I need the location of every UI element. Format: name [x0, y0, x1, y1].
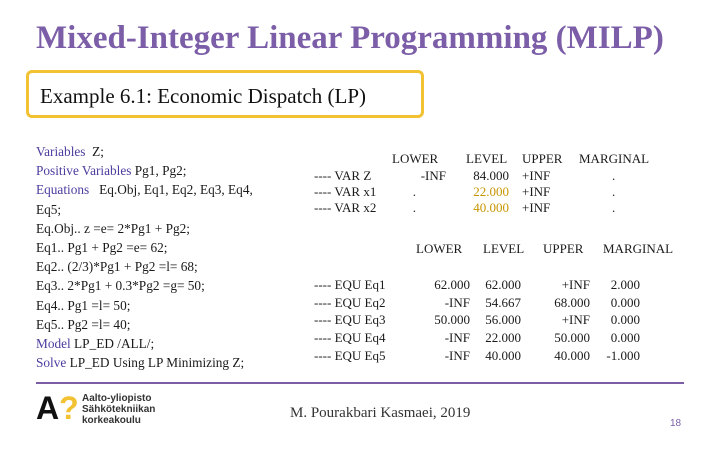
code-line: Eq1.. Pg1 + Pg2 =e= 62;: [36, 240, 168, 256]
var-row-name: ---- VAR x2: [314, 200, 377, 215]
var-header-marginal: MARGINAL: [579, 151, 650, 166]
code-keyword: Model: [36, 336, 71, 352]
equ-row-marginal: 2.000: [610, 277, 640, 292]
example-box: [26, 70, 424, 118]
page-number: 18: [670, 418, 682, 429]
equ-row-lower: -INF: [444, 330, 470, 346]
gams-code-block: Variables Z; Positive Variables Pg1, Pg2…: [36, 142, 253, 372]
var-header-upper: UPPER: [522, 151, 563, 166]
equ-row-name: ---- EQU Eq1: [314, 277, 386, 292]
equ-header-marginal: MARGINAL: [603, 241, 674, 256]
code-line: Positive Variables Pg1, Pg2;: [36, 163, 187, 179]
code-line: Solve LP_ED Using LP Minimizing Z;: [36, 355, 245, 371]
var-row-level: 84.000: [473, 168, 509, 183]
code-line: Variables Z;: [36, 144, 104, 159]
var-row-upper: +INF: [522, 200, 551, 215]
equ-row-upper: 40.000: [554, 347, 590, 363]
equ-row-level: 22.000: [485, 330, 521, 346]
var-row-upper: +INF: [522, 184, 551, 199]
aalto-logo-mark: A?: [36, 390, 79, 426]
var-row-name: ---- VAR x1: [314, 184, 377, 199]
var-row-marginal: .: [612, 200, 616, 215]
var-row-lower: .: [412, 184, 416, 199]
code-keyword: Variables: [36, 144, 86, 159]
equ-row-marginal: 0.000: [610, 330, 640, 346]
code-line: Model LP_ED /ALL/;: [36, 336, 155, 352]
code-line: Eq5;: [36, 201, 62, 217]
var-row-lower: .: [412, 200, 416, 215]
code-keyword: Positive Variables: [36, 163, 132, 179]
equ-row-upper: +INF: [561, 312, 590, 328]
equ-row-upper: 68.000: [554, 294, 590, 310]
equ-header-upper: UPPER: [543, 241, 584, 256]
equ-row-level: 40.000: [485, 347, 521, 363]
example-label: Example 6.1: Economic Dispatch (LP): [40, 84, 367, 108]
equ-row-upper: 50.000: [554, 330, 590, 346]
equ-row-name: ---- EQU Eq4: [314, 330, 386, 346]
equ-row-marginal: -1.000: [606, 347, 640, 363]
var-row-marginal: .: [612, 168, 616, 183]
equ-row-upper: +INF: [561, 277, 590, 292]
var-row-lower: -INF: [420, 168, 446, 183]
var-row-level: 40.000: [473, 200, 509, 215]
var-row-marginal: .: [612, 184, 616, 199]
code-line: Eq3.. 2*Pg1 + 0.3*Pg2 =g= 50;: [36, 278, 205, 294]
equ-row-marginal: 0.000: [610, 312, 640, 328]
code-keyword: Solve: [36, 355, 67, 371]
var-row-name: ---- VAR Z: [314, 168, 372, 183]
aalto-logo-text: Aalto-yliopisto Sähkötekniikan korkeakou…: [82, 393, 156, 426]
equ-row-name: ---- EQU Eq5: [314, 347, 386, 363]
code-line: Eq5.. Pg2 =l= 40;: [36, 316, 131, 332]
var-row-upper: +INF: [522, 168, 551, 183]
equ-row-name: ---- EQU Eq3: [314, 312, 386, 328]
var-row-level: 22.000: [473, 184, 509, 199]
equ-row-name: ---- EQU Eq2: [314, 294, 386, 310]
slide-title: Mixed-Integer Linear Programming (MILP): [36, 20, 664, 56]
equ-row-lower: -INF: [444, 347, 470, 363]
code-line: Eq2.. (2/3)*Pg1 + Pg2 =l= 68;: [36, 259, 198, 275]
equ-row-level: 54.667: [485, 294, 521, 310]
equ-row-lower: 50.000: [434, 312, 470, 328]
equ-header-level: LEVEL: [483, 241, 525, 256]
code-line: Equations Eq.Obj, Eq1, Eq2, Eq3, Eq4,: [36, 182, 253, 198]
equ-row-marginal: 0.000: [610, 294, 640, 310]
equ-row-lower: -INF: [444, 294, 470, 310]
code-line: Eq4.. Pg1 =l= 50;: [36, 297, 131, 313]
equ-row-level: 56.000: [485, 312, 521, 328]
footer-author: M. Pourakbari Kasmaei, 2019: [290, 405, 471, 421]
equ-row-lower: 62.000: [434, 277, 470, 292]
code-keyword: Equations: [36, 182, 90, 198]
equ-header-lower: LOWER: [416, 241, 463, 256]
equ-row-level: 62.000: [485, 277, 521, 292]
var-header-lower: LOWER: [392, 151, 439, 166]
footer-divider: [36, 382, 684, 384]
code-line: Eq.Obj.. z =e= 2*Pg1 + Pg2;: [36, 220, 190, 236]
var-header-level: LEVEL: [466, 151, 508, 166]
